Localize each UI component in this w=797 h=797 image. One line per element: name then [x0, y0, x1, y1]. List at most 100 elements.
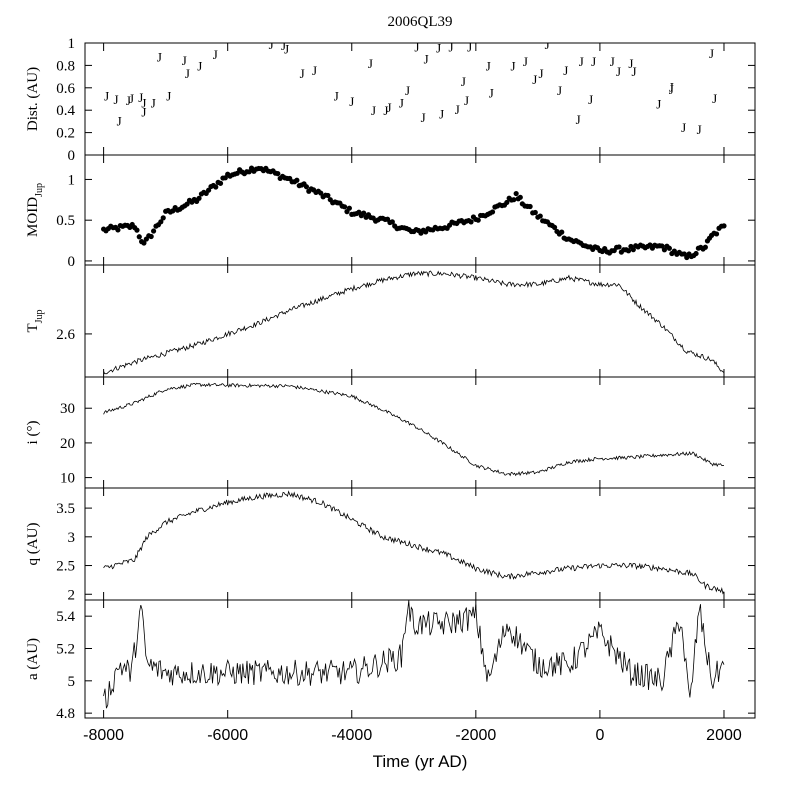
- moid-point: [342, 204, 348, 210]
- encounter-marker: J: [591, 54, 596, 69]
- encounter-marker: J: [185, 66, 190, 81]
- encounter-marker: J: [182, 53, 187, 68]
- moid-point: [148, 233, 154, 240]
- line-incl: [103, 382, 725, 477]
- moid-point: [136, 234, 142, 240]
- encounter-marker: J: [129, 91, 134, 106]
- encounter-marker: J: [284, 42, 289, 57]
- y-tick-label: 3.5: [56, 501, 75, 517]
- encounter-marker: J: [166, 89, 171, 104]
- encounter-marker: J: [588, 92, 593, 107]
- encounter-marker: J: [281, 38, 286, 53]
- y-tick-label: 0.4: [56, 103, 75, 119]
- y-tick-label: 1: [68, 172, 76, 188]
- y-tick-label: 30: [60, 401, 75, 417]
- moid-point: [141, 240, 147, 246]
- y-tick-label: 1: [68, 36, 76, 52]
- moid-point: [702, 244, 708, 250]
- y-tick-label: 5.4: [56, 609, 75, 625]
- series-moid: [101, 165, 727, 261]
- moid-point: [217, 180, 224, 186]
- y-axis-label: q (AU): [25, 523, 41, 566]
- moid-point: [196, 195, 202, 201]
- y-tick-label: 0: [68, 148, 76, 164]
- line-q: [103, 490, 725, 595]
- series-tjup: [103, 270, 725, 375]
- moid-point: [361, 210, 367, 216]
- moid-point: [693, 250, 699, 257]
- y-tick-label: 2.5: [56, 559, 75, 575]
- encounter-marker: J: [383, 103, 388, 118]
- encounter-marker: J: [141, 95, 146, 110]
- encounter-marker: J: [523, 54, 528, 69]
- y-tick-label: 0.6: [56, 81, 75, 97]
- y-tick-label: 10: [60, 471, 75, 487]
- moid-point: [511, 197, 517, 203]
- y-tick-label: 0.2: [56, 126, 75, 142]
- line-a: [103, 600, 725, 709]
- moid-point: [616, 244, 622, 250]
- panel-moid: 0 0.5 1 MOIDJup: [25, 154, 756, 270]
- moid-point: [513, 190, 519, 197]
- series-q: [103, 490, 725, 595]
- y-axis-label: TJup: [25, 309, 45, 332]
- y-axis-label: MOIDJup: [25, 183, 45, 237]
- moid-point: [294, 177, 300, 183]
- moid-point: [713, 231, 720, 237]
- y-tick-label: 5: [68, 674, 76, 690]
- moid-point: [158, 219, 164, 225]
- encounter-marker: J: [669, 82, 674, 97]
- encounter-marker: J: [557, 83, 562, 98]
- encounter-marker: J: [461, 74, 466, 89]
- encounter-marker: J: [151, 95, 156, 110]
- encounter-marker: J: [399, 95, 404, 110]
- moid-point: [721, 223, 727, 229]
- encounter-marker: J: [681, 120, 686, 135]
- encounter-marker: J: [448, 39, 453, 54]
- moid-point: [489, 209, 496, 215]
- y-tick-label: 0: [68, 254, 76, 270]
- moid-point: [213, 184, 219, 190]
- encounter-marker: J: [489, 85, 494, 100]
- moid-point: [150, 228, 157, 234]
- moid-point: [625, 248, 632, 254]
- encounter-marker: J: [511, 58, 516, 73]
- encounter-marker: J: [628, 56, 633, 71]
- x-tick-label: -6000: [207, 727, 248, 744]
- encounter-marker: J: [464, 93, 469, 108]
- encounter-marker: J: [712, 91, 717, 106]
- encounter-marker: J: [709, 46, 714, 61]
- moid-point: [246, 169, 252, 175]
- y-tick-label: 5.2: [56, 641, 75, 657]
- encounter-marker: J: [579, 54, 584, 69]
- y-tick-label: 2: [68, 587, 76, 603]
- encounter-marker: J: [467, 39, 472, 54]
- moid-point: [184, 201, 190, 207]
- encounter-marker: J: [532, 72, 537, 87]
- encounter-marker: J: [414, 39, 419, 54]
- encounter-marker: J: [141, 104, 146, 119]
- encounter-marker: J: [631, 64, 636, 79]
- encounter-marker: J: [213, 47, 218, 62]
- moid-point: [517, 194, 523, 200]
- series-incl: [103, 382, 725, 477]
- moid-point: [537, 213, 543, 219]
- encounter-marker: J: [439, 107, 444, 122]
- x-tick-label: -8000: [83, 727, 124, 744]
- encounter-marker: J: [610, 54, 615, 69]
- y-tick-label: 2.6: [56, 327, 75, 343]
- encounter-marker: J: [349, 94, 354, 109]
- moid-point: [160, 215, 166, 221]
- encounter-marker: J: [371, 103, 376, 118]
- encounter-marker: J: [386, 100, 391, 115]
- encounter-marker: J: [486, 58, 491, 73]
- moid-point: [559, 229, 565, 235]
- moid-point: [115, 227, 121, 233]
- encounter-marker: J: [455, 102, 460, 117]
- moid-point: [551, 224, 558, 230]
- encounter-marker: J: [421, 110, 426, 125]
- y-tick-label: 0.8: [56, 58, 75, 74]
